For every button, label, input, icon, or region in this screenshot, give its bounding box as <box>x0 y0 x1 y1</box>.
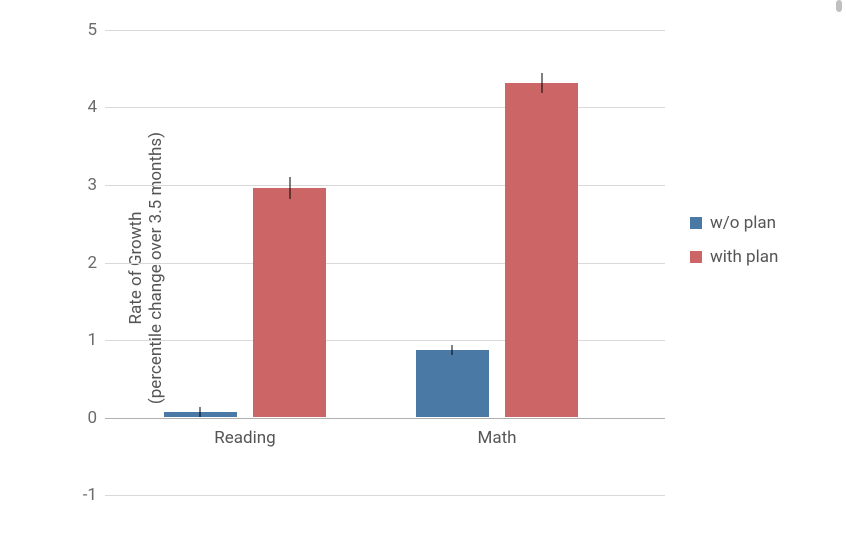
scrollbar-thumb[interactable] <box>836 0 842 12</box>
bar <box>416 350 489 417</box>
y-tick-label: 0 <box>87 408 97 428</box>
legend-label: w/o plan <box>710 213 776 233</box>
grid-line <box>105 185 665 186</box>
error-bar <box>452 345 453 354</box>
y-tick-label: 2 <box>87 253 97 273</box>
legend-item-wo-plan: w/o plan <box>690 213 778 233</box>
grid-line <box>105 495 665 496</box>
grid-line <box>105 340 665 341</box>
grid-line <box>105 107 665 108</box>
y-tick-label: 3 <box>87 175 97 195</box>
y-tick-label: 1 <box>87 330 97 350</box>
error-bar <box>200 407 201 416</box>
bar <box>505 83 578 418</box>
y-tick-label: 4 <box>87 97 97 117</box>
grid-line <box>105 30 665 31</box>
grid-line <box>105 263 665 264</box>
y-tick-label: 5 <box>87 20 97 40</box>
growth-bar-chart: Rate of Growth (percentile change over 3… <box>0 0 846 536</box>
plot-area: -1012345ReadingMath <box>105 30 665 495</box>
legend-label: with plan <box>710 247 778 267</box>
legend: w/o plan with plan <box>690 213 778 281</box>
x-tick-label: Reading <box>214 428 275 448</box>
legend-item-with-plan: with plan <box>690 247 778 267</box>
bar <box>253 188 326 417</box>
grid-line <box>105 418 665 419</box>
error-bar <box>289 177 290 199</box>
x-tick-label: Math <box>477 428 516 448</box>
y-tick-label: -1 <box>83 485 97 505</box>
error-bar <box>541 73 542 93</box>
legend-swatch <box>690 217 702 229</box>
legend-swatch <box>690 251 702 263</box>
